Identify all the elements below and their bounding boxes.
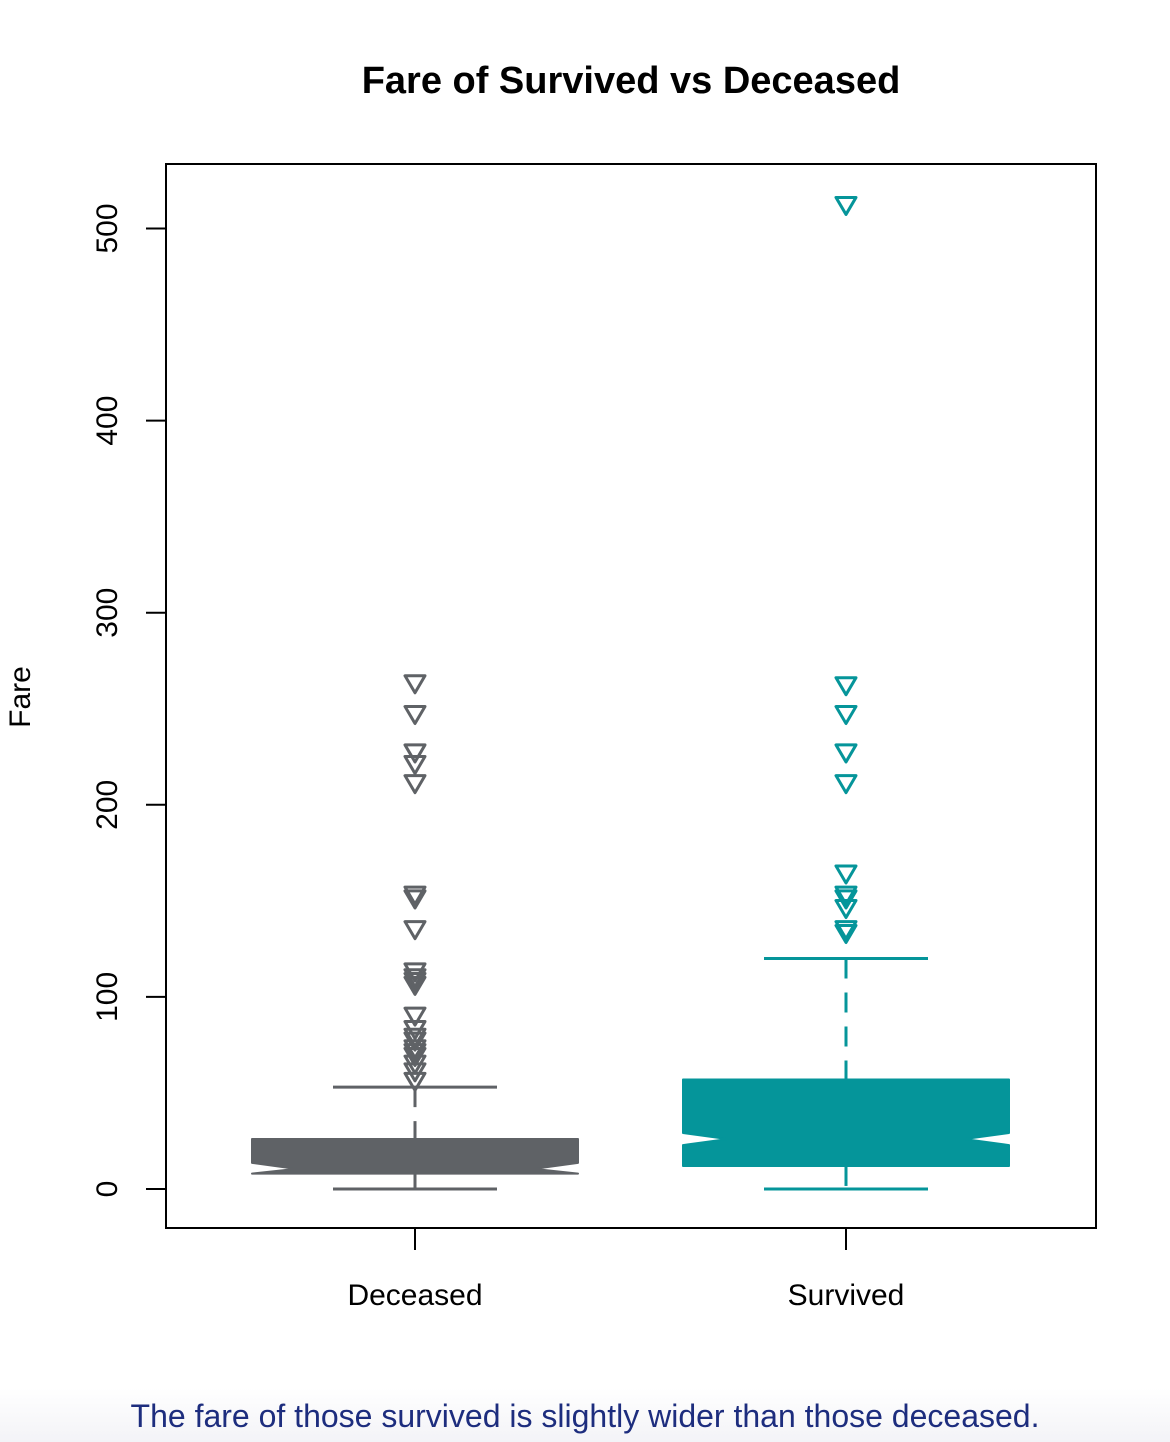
box: [682, 1078, 1010, 1167]
outlier-point: [403, 1031, 427, 1052]
y-axis: 0 100 200 300 400 500: [91, 203, 167, 1198]
y-tick-label: 400: [91, 396, 124, 446]
x-axis: Deceased Survived: [347, 1228, 904, 1312]
outlier-point: [403, 889, 427, 910]
outlier-point: [834, 705, 858, 726]
outlier-point: [403, 968, 427, 989]
caption-band: [0, 1388, 1170, 1442]
x-tick-label: Survived: [788, 1279, 905, 1312]
outlier-point: [834, 899, 858, 920]
outlier-point: [834, 924, 858, 945]
outlier-point: [403, 705, 427, 726]
outlier-point: [834, 195, 858, 216]
y-tick-label: 500: [91, 203, 124, 253]
box: [251, 1138, 579, 1175]
y-tick-label: 100: [91, 972, 124, 1022]
outlier-point: [403, 774, 427, 795]
outlier-point: [403, 1006, 427, 1027]
outlier-point: [403, 743, 427, 764]
caption: The fare of those survived is slightly w…: [130, 1398, 1040, 1434]
y-tick-label: 300: [91, 588, 124, 638]
outlier-point: [834, 774, 858, 795]
outlier-point: [403, 1027, 427, 1048]
outlier-point: [834, 864, 858, 885]
outlier-point: [403, 920, 427, 941]
outlier-point: [834, 889, 858, 910]
chart-title: Fare of Survived vs Deceased: [362, 60, 901, 102]
plot-frame: [165, 163, 1097, 1229]
y-axis-label: Fare: [4, 666, 37, 728]
outlier-point: [403, 962, 427, 983]
outlier-point: [403, 885, 427, 906]
outlier-point: [834, 676, 858, 697]
y-tick-label: 0: [91, 1181, 124, 1198]
x-tick-label: Deceased: [347, 1279, 482, 1312]
outlier-point: [834, 743, 858, 764]
outlier-point: [403, 674, 427, 695]
outlier-point: [834, 920, 858, 941]
chart: Fare of Survived vs Deceased Fare 0 100 20…: [4, 60, 1097, 1312]
outlier-point: [403, 1039, 427, 1060]
outlier-point: [403, 1020, 427, 1041]
outlier-point: [834, 885, 858, 906]
boxes: [251, 195, 1010, 1191]
outlier-point: [403, 754, 427, 775]
y-tick-label: 200: [91, 780, 124, 830]
outlier-point: [403, 975, 427, 996]
outlier-point: [403, 972, 427, 993]
